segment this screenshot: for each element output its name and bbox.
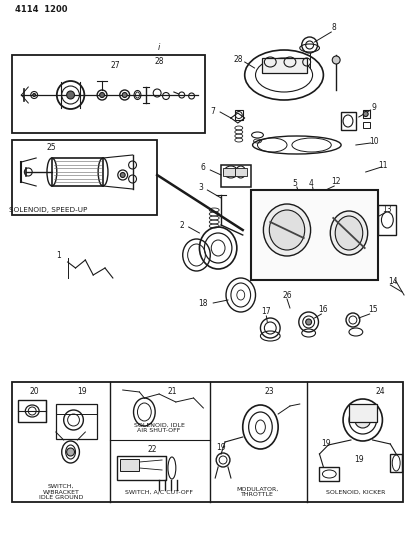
Text: 19: 19 (354, 456, 364, 464)
Text: 2: 2 (180, 221, 184, 230)
Text: 4: 4 (308, 179, 313, 188)
Bar (52, 158, 103, 186)
Text: SOLENOID, KICKER: SOLENOID, KICKER (326, 489, 386, 495)
Circle shape (100, 93, 104, 98)
Text: 9: 9 (371, 103, 376, 112)
Bar (221, 165, 251, 187)
Circle shape (363, 111, 368, 117)
Bar (363, 122, 370, 128)
Text: 13: 13 (383, 206, 392, 214)
Bar (363, 110, 370, 118)
Circle shape (120, 173, 125, 177)
Text: 18: 18 (199, 298, 208, 308)
Text: 22: 22 (147, 446, 157, 455)
Text: 25: 25 (46, 143, 56, 152)
Circle shape (306, 319, 312, 325)
Circle shape (355, 412, 370, 428)
Text: 19: 19 (216, 442, 226, 451)
Text: SOLENOID, SPEED-UP: SOLENOID, SPEED-UP (9, 207, 87, 213)
Bar (235, 110, 243, 120)
Circle shape (122, 93, 127, 98)
Bar (390, 454, 402, 472)
Bar (120, 459, 140, 471)
Text: 6: 6 (201, 164, 206, 173)
Text: 19: 19 (322, 440, 331, 448)
Text: 17: 17 (262, 308, 271, 317)
Bar (11, 140, 157, 215)
Ellipse shape (330, 211, 368, 255)
Text: 27: 27 (110, 61, 120, 69)
Text: 23: 23 (264, 386, 274, 395)
Text: 19: 19 (78, 386, 87, 395)
Ellipse shape (269, 210, 305, 250)
Text: MODULATOR,
THROTTLE: MODULATOR, THROTTLE (236, 487, 279, 497)
Text: SOLENOID, IDLE
AIR SHUT-OFF: SOLENOID, IDLE AIR SHUT-OFF (134, 423, 184, 433)
Bar (235, 168, 247, 176)
Text: i: i (158, 43, 160, 52)
Ellipse shape (264, 204, 310, 256)
Circle shape (315, 193, 319, 197)
Bar (117, 456, 166, 480)
Circle shape (33, 93, 35, 96)
Bar (379, 205, 396, 235)
Bar (319, 467, 339, 481)
Text: 16: 16 (319, 305, 328, 314)
Text: 21: 21 (167, 386, 177, 395)
Text: 10: 10 (369, 138, 378, 147)
Text: 1: 1 (56, 251, 61, 260)
Text: 24: 24 (376, 386, 385, 395)
Text: 4114  1200: 4114 1200 (15, 5, 67, 14)
Circle shape (67, 91, 75, 99)
Text: 28: 28 (233, 55, 243, 64)
Text: 28: 28 (154, 58, 164, 67)
Text: SWITCH, A/C CUT-OFF: SWITCH, A/C CUT-OFF (125, 489, 193, 495)
Bar (251, 190, 379, 280)
Text: 15: 15 (368, 305, 377, 314)
Ellipse shape (335, 216, 363, 250)
Text: SWITCH,
W/BRACKET
IDLE GROUND: SWITCH, W/BRACKET IDLE GROUND (38, 484, 83, 500)
Circle shape (332, 56, 340, 64)
Bar (56, 404, 97, 439)
Bar (349, 404, 377, 422)
Text: 14: 14 (388, 278, 398, 287)
Text: 7: 7 (211, 108, 216, 117)
Bar (18, 400, 46, 422)
Text: 11: 11 (379, 160, 388, 169)
Bar (11, 382, 403, 502)
Text: 26: 26 (282, 290, 292, 300)
Bar (11, 55, 205, 133)
Text: 5: 5 (293, 179, 297, 188)
Text: 12: 12 (331, 177, 341, 187)
Text: 8: 8 (332, 23, 337, 33)
Bar (262, 58, 307, 73)
Bar (341, 112, 356, 130)
Bar (223, 168, 235, 176)
Circle shape (67, 448, 75, 456)
Text: 20: 20 (29, 386, 39, 395)
Text: 3: 3 (198, 183, 203, 192)
